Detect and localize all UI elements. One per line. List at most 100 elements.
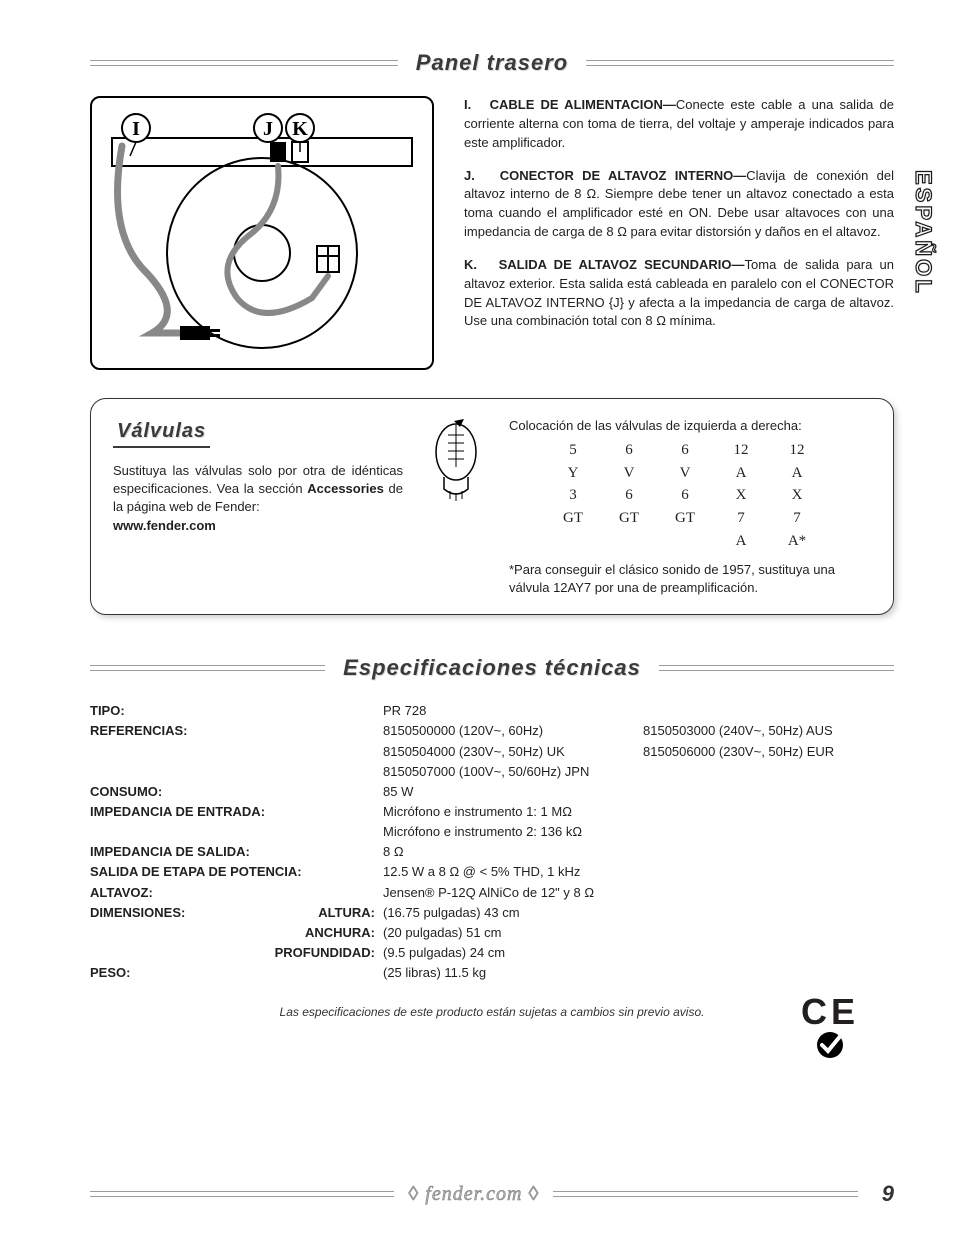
spec-label: ALTAVOZ:: [90, 883, 383, 903]
heading-specs: Especificaciones técnicas: [90, 655, 894, 681]
rule-left: [90, 665, 325, 671]
heading-text: Especificaciones técnicas: [343, 655, 641, 681]
accessories-link-text: Accessories: [307, 481, 384, 496]
tubes-instructions: Sustituya las válvulas solo por otra de …: [113, 462, 403, 535]
spec-row: DIMENSIONES:ALTURA:(16.75 pulgadas) 43 c…: [90, 903, 894, 923]
spec-value: 85 W: [383, 782, 643, 802]
spec-sublabel: ALTURA:: [318, 903, 375, 923]
spec-label: CONSUMO:: [90, 782, 383, 802]
item-title: CABLE DE ALIMENTACION—: [490, 97, 676, 112]
spec-value: [643, 782, 894, 802]
tubes-left: Válvulas Sustituya las válvulas solo por…: [113, 417, 403, 598]
spec-row: IMPEDANCIA DE SALIDA:8 Ω: [90, 842, 894, 862]
spec-value: 8 Ω: [383, 842, 643, 862]
spec-row: PESO:(25 libras) 11.5 kg: [90, 963, 894, 983]
specs-table: TIPO:PR 728REFERENCIAS:8150500000 (120V~…: [90, 701, 894, 983]
svg-text:I: I: [132, 118, 140, 140]
cell: X: [769, 485, 825, 507]
rear-diagram-svg: I J K: [92, 98, 432, 368]
cell: 6: [601, 485, 657, 507]
rear-panel-row: I J K I. CABLE DE ALIMENTACION—Conecte e…: [90, 96, 894, 370]
rule-left: [90, 60, 398, 66]
spec-value: [643, 842, 894, 862]
spec-value: [643, 943, 894, 963]
cell: GT: [601, 508, 657, 530]
cell: 6: [657, 485, 713, 507]
cell: GT: [545, 508, 601, 530]
cell: 12: [713, 440, 769, 462]
spec-value: (20 pulgadas) 51 cm: [383, 923, 643, 943]
spec-label: IMPEDANCIA DE SALIDA:: [90, 842, 383, 862]
item-k: K. SALIDA DE ALTAVOZ SECUNDARIO—Toma de …: [464, 256, 894, 331]
cell: GT: [657, 508, 713, 530]
cell: A*: [769, 531, 825, 553]
spec-value: (25 libras) 11.5 kg: [383, 963, 643, 983]
cell: 7: [769, 508, 825, 530]
ce-text: CE: [801, 994, 859, 1030]
cell: A: [713, 531, 769, 553]
svg-text:K: K: [292, 118, 308, 140]
tube-svg: [426, 417, 486, 507]
cell: 7: [713, 508, 769, 530]
spec-row: ANCHURA: (20 pulgadas) 51 cm: [90, 923, 894, 943]
spec-value: [643, 903, 894, 923]
tick-mark-icon: [812, 1030, 848, 1060]
rear-panel-diagram: I J K: [90, 96, 434, 370]
spec-row: REFERENCIAS:8150500000 (120V~, 60Hz)8150…: [90, 721, 894, 741]
spec-row: Micrófono e instrumento 2: 136 kΩ: [90, 822, 894, 842]
cell: V: [601, 463, 657, 485]
spec-value: 8150504000 (230V~, 50Hz) UK: [383, 742, 643, 762]
ce-mark: CE: [801, 994, 859, 1065]
spec-value: 8150503000 (240V~, 50Hz) AUS: [643, 721, 894, 741]
rule-right: [553, 1191, 857, 1197]
spec-row: CONSUMO:85 W: [90, 782, 894, 802]
tubes-heading: Válvulas: [113, 417, 210, 448]
spec-value: (9.5 pulgadas) 24 cm: [383, 943, 643, 963]
spec-value: Micrófono e instrumento 1: 1 MΩ: [383, 802, 643, 822]
item-letter: I.: [464, 97, 471, 112]
cell: V: [657, 463, 713, 485]
footer-url: ◊ fender.com ◊: [408, 1183, 539, 1206]
spec-value: Jensen® P-12Q AlNiCo de 12" y 8 Ω: [383, 883, 643, 903]
spec-row: 8150504000 (230V~, 50Hz) UK8150506000 (2…: [90, 742, 894, 762]
specs-disclaimer: Las especificaciones de este producto es…: [90, 1005, 894, 1019]
spec-value: [643, 822, 894, 842]
spec-value: 12.5 W a 8 Ω @ < 5% THD, 1 kHz: [383, 862, 643, 882]
rear-panel-descriptions: I. CABLE DE ALIMENTACION—Conecte este ca…: [464, 96, 894, 370]
spec-row: TIPO:PR 728: [90, 701, 894, 721]
heading-text: Panel trasero: [416, 50, 568, 76]
item-letter: K.: [464, 257, 477, 272]
tube-footnote: *Para conseguir el clásico sonido de 195…: [509, 561, 871, 599]
page-number: 9: [882, 1181, 894, 1207]
spec-value: 8150506000 (230V~, 50Hz) EUR: [643, 742, 894, 762]
spec-value: [643, 862, 894, 882]
item-j: J. CONECTOR DE ALTAVOZ INTERNO—Clavija d…: [464, 167, 894, 242]
spec-label: TIPO:: [90, 701, 383, 721]
cell: [657, 531, 713, 553]
specs-section: Especificaciones técnicas TIPO:PR 728REF…: [90, 655, 894, 1019]
spec-label: PESO:: [90, 963, 383, 983]
spec-row: PROFUNDIDAD:(9.5 pulgadas) 24 cm: [90, 943, 894, 963]
spec-sublabel: ANCHURA:: [305, 923, 375, 943]
heading-rear-panel: Panel trasero: [90, 50, 894, 76]
spec-value: [643, 802, 894, 822]
item-letter: J.: [464, 168, 475, 183]
tube-icon: [421, 417, 491, 598]
spec-value: 8150507000 (100V~, 50/60Hz) JPN: [383, 762, 643, 782]
spec-label: SALIDA DE ETAPA DE POTENCIA:: [90, 862, 383, 882]
rule-right: [659, 665, 894, 671]
tubes-box: Válvulas Sustituya las válvulas solo por…: [90, 398, 894, 615]
item-i: I. CABLE DE ALIMENTACION—Conecte este ca…: [464, 96, 894, 153]
cell: 5: [545, 440, 601, 462]
cell: Y: [545, 463, 601, 485]
spec-row: SALIDA DE ETAPA DE POTENCIA:12.5 W a 8 Ω…: [90, 862, 894, 882]
fender-url: www.fender.com: [113, 518, 216, 533]
spec-value: [643, 923, 894, 943]
svg-text:J: J: [263, 118, 273, 140]
spec-label: [90, 742, 383, 762]
spec-label: ANCHURA:: [90, 923, 383, 943]
spec-row: ALTAVOZ:Jensen® P-12Q AlNiCo de 12" y 8 …: [90, 883, 894, 903]
spec-value: [643, 963, 894, 983]
spec-value: Micrófono e instrumento 2: 136 kΩ: [383, 822, 643, 842]
spec-label: [90, 762, 383, 782]
